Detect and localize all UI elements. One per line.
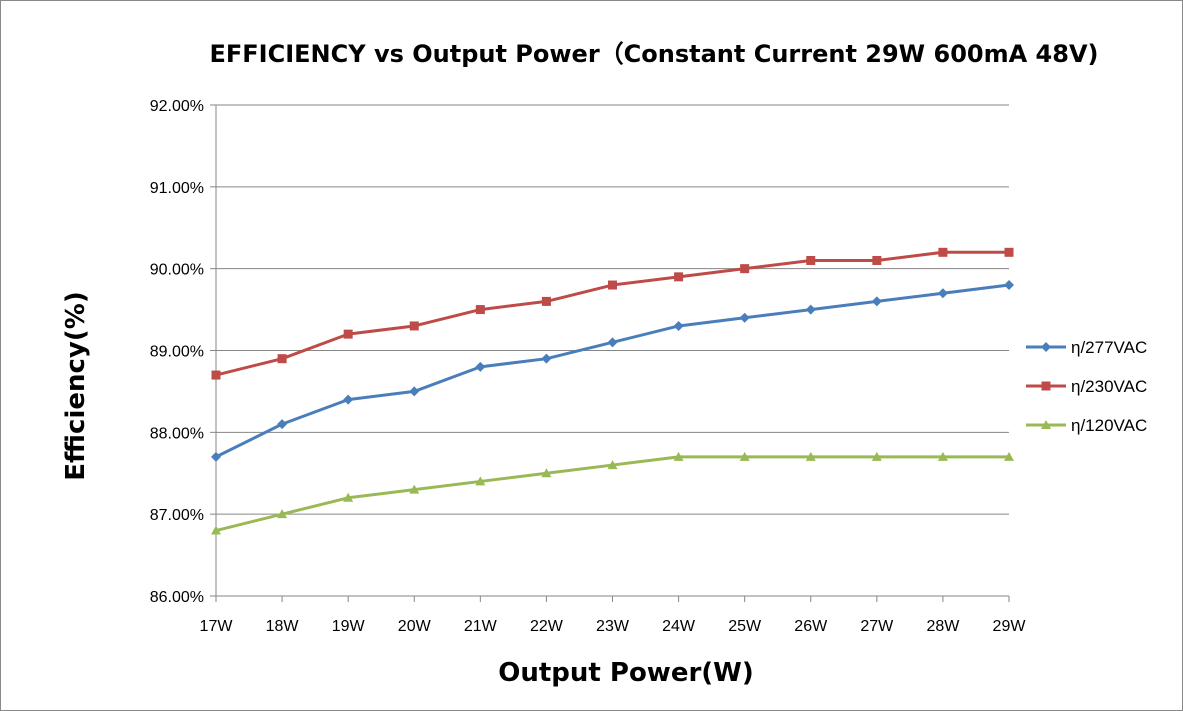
data-point <box>409 321 419 331</box>
legend-marker <box>1041 342 1051 352</box>
data-point <box>541 468 552 478</box>
data-point <box>343 329 353 339</box>
x-tick-label: 22W <box>530 618 564 635</box>
x-tick-label: 17W <box>200 618 234 635</box>
x-tick-label: 28W <box>926 618 960 635</box>
data-point <box>541 353 552 364</box>
series-line <box>215 283 1010 459</box>
data-point <box>475 305 485 315</box>
data-point <box>937 288 948 299</box>
legend-item: η/120VAC <box>1026 416 1147 435</box>
data-point <box>872 255 882 265</box>
legend-marker <box>1041 420 1051 429</box>
data-point <box>805 304 816 315</box>
x-tick-label: 26W <box>794 618 828 635</box>
data-point <box>607 460 618 470</box>
data-point <box>938 247 948 257</box>
y-tick-label: 86.00% <box>150 589 204 606</box>
y-tick-label: 92.00% <box>150 98 204 115</box>
x-axis-title: Output Power(W) <box>498 658 753 688</box>
x-tick-label: 21W <box>464 618 498 635</box>
series-line <box>215 250 1009 377</box>
data-point <box>343 492 354 502</box>
data-point <box>409 386 420 397</box>
y-tick-label: 91.00% <box>150 180 204 197</box>
legend-label: η/277VAC <box>1071 338 1147 357</box>
data-point <box>211 370 221 380</box>
data-point <box>1004 451 1014 461</box>
x-tick-labels: 17W 18W 19W 20W 21W 22W 23W 24W 25W 26W 27W 28W 29W <box>200 618 1027 635</box>
data-point <box>673 320 684 331</box>
legend-label: η/120VAC <box>1071 416 1147 435</box>
y-axis-title: Efficiency(%) <box>61 291 91 480</box>
data-point <box>739 451 750 461</box>
y-tick-label: 88.00% <box>150 425 204 442</box>
data-point <box>674 272 684 282</box>
series-3 <box>211 451 1014 535</box>
data-point <box>805 451 816 461</box>
x-tick-label: 29W <box>993 618 1027 635</box>
data-point <box>475 476 486 486</box>
chart-title: EFFICIENCY vs Output Power（Constant Curr… <box>209 40 1098 68</box>
data-point <box>343 394 354 405</box>
data-point <box>409 484 420 494</box>
series-1 <box>211 280 1014 462</box>
data-point <box>871 451 882 461</box>
data-point <box>871 296 882 307</box>
y-tick-label: 90.00% <box>150 262 204 279</box>
data-point <box>475 361 486 372</box>
data-point <box>607 337 618 348</box>
data-point <box>211 525 221 535</box>
data-point <box>608 280 617 290</box>
data-point <box>541 296 551 306</box>
data-point <box>277 354 287 364</box>
data-point <box>739 312 750 323</box>
data-point <box>740 264 750 274</box>
legend: η/277VAC η/230VAC η/120VAC <box>1026 338 1147 435</box>
x-tick-label: 24W <box>662 618 696 635</box>
data-point <box>277 509 288 519</box>
legend-item: η/230VAC <box>1026 377 1147 396</box>
x-tick-label: 20W <box>398 618 432 635</box>
y-tick-label: 89.00% <box>150 344 204 361</box>
legend-label: η/230VAC <box>1071 377 1147 396</box>
data-point <box>211 451 221 462</box>
legend-item: η/277VAC <box>1026 338 1147 357</box>
data-point <box>1004 247 1014 257</box>
x-tick-label: 23W <box>596 618 630 635</box>
gridlines <box>210 104 1010 602</box>
x-tick-label: 25W <box>728 618 762 635</box>
x-tick-label: 19W <box>332 618 366 635</box>
data-point <box>1004 280 1014 291</box>
series-layer <box>211 247 1014 535</box>
data-point <box>673 451 684 461</box>
data-point <box>937 451 948 461</box>
y-tick-labels: 86.00% 87.00% 88.00% 89.00% 90.00% 91.00% 92.0… <box>150 98 204 606</box>
y-tick-label: 87.00% <box>150 507 204 524</box>
series-2 <box>211 247 1014 380</box>
x-tick-label: 27W <box>860 618 894 635</box>
data-point <box>806 255 816 265</box>
x-tick-label: 18W <box>266 618 300 635</box>
data-point <box>277 419 288 430</box>
legend-marker <box>1041 381 1051 391</box>
